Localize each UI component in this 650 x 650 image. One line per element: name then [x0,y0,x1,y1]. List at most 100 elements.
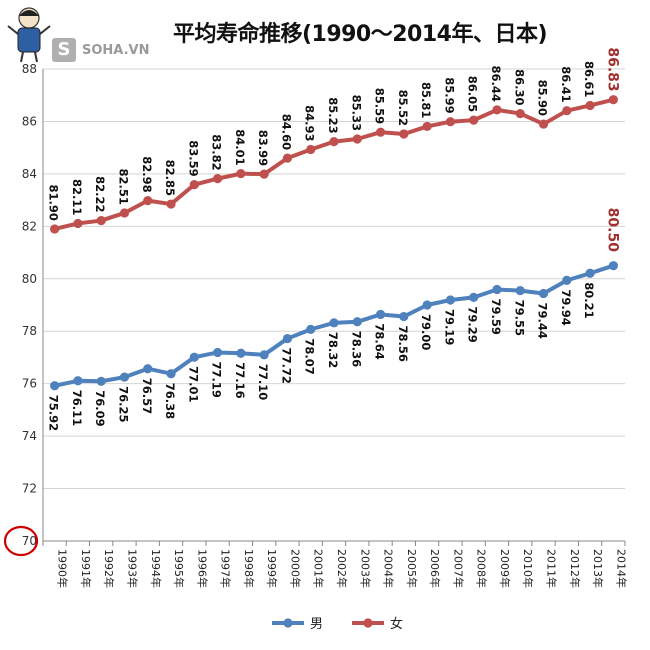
data-label: 81.90 [47,185,61,221]
data-point [585,268,595,278]
data-point [538,288,549,299]
data-label: 77.01 [186,366,200,402]
data-label: 85.33 [349,95,363,131]
x-tick-label: 2008年 [475,549,489,588]
data-label: 79.29 [466,306,480,342]
data-label: 86.05 [466,76,480,112]
data-label: 85.99 [442,77,456,113]
data-point [236,169,246,179]
data-point [73,218,83,229]
data-point [608,95,618,105]
data-point [213,347,223,358]
x-tick-label: 1993年 [125,549,139,588]
data-point [50,381,60,391]
data-label: 85.90 [536,80,550,116]
data-label: 78.36 [349,331,363,367]
data-label: 85.59 [373,88,387,124]
data-point [96,215,106,226]
x-tick-label: 1991年 [79,549,93,588]
data-point [259,169,269,179]
data-point [375,309,386,320]
y-tick-labels: 70 72 74 76 78 80 82 84 86 88 [22,62,37,548]
data-point [492,105,502,115]
data-label: 76.09 [93,390,107,426]
data-point [189,352,199,362]
x-tick-label: 1990年 [56,549,70,588]
highlight-circle [3,525,39,557]
x-tick-label: 2013年 [591,549,605,588]
data-point [538,119,549,129]
x-tick-label: 2001年 [312,549,326,588]
x-tick-label: 2009年 [498,549,512,588]
data-point [166,369,176,379]
data-label: 79.59 [489,299,503,335]
data-point [259,350,269,360]
data-label: 77.10 [256,364,270,400]
data-label: 75.92 [47,395,61,431]
y-tick-label: 84 [22,167,37,181]
data-point [469,115,479,125]
data-point [352,317,362,327]
x-tick-label: 2014年 [614,549,628,588]
x-tick-label: 1999年 [265,549,279,588]
data-point [143,196,153,206]
data-label: 79.94 [559,289,573,325]
data-point [469,292,479,302]
data-label: 78.64 [373,323,387,359]
x-tick-label: 1994年 [149,549,163,588]
data-label: 84.93 [303,105,317,141]
y-tick-label: 76 [22,377,37,391]
data-label: 84.60 [279,114,293,150]
data-point [282,153,293,163]
data-point [73,376,83,386]
x-tick-label: 2005年 [405,549,419,588]
data-label: 82.98 [140,156,154,192]
data-label: 77.19 [210,361,224,397]
x-tick-labels: 1990年 1991年 1992年 1993年 1994年 1995年 1996年 1997年… [56,549,629,588]
data-label: 82.51 [116,169,130,205]
data-point [96,376,106,386]
data-point [422,121,432,132]
data-label: 78.56 [396,326,410,362]
y-tick-label: 88 [22,62,37,76]
data-label: 84.01 [233,129,247,165]
data-label: 82.85 [163,160,177,196]
y-tick-label: 74 [22,429,37,443]
legend-swatch-marker [283,618,293,628]
x-tick-label: 1996年 [195,549,209,588]
soha-logo-icon: S [52,38,76,62]
grid-lines [43,68,625,490]
data-label: 86.30 [512,69,526,105]
data-point [375,127,386,137]
data-point [399,129,409,139]
soha-watermark: S SOHA.VN [52,38,172,62]
data-point [585,100,595,111]
data-label: 85.81 [419,82,433,118]
data-label: 79.44 [536,302,550,338]
data-point [399,311,409,322]
data-point [306,324,316,334]
x-tick-label: 2011年 [545,549,559,588]
data-point [236,348,246,358]
data-point [608,261,618,271]
data-point [422,300,432,310]
data-point [143,364,153,374]
x-tick-label: 2012年 [568,549,582,588]
data-point [282,333,293,344]
x-tick-label: 1995年 [172,549,186,588]
data-point [189,180,199,190]
x-tick-label: 1992年 [102,549,116,588]
data-point [306,144,316,155]
data-label: 86.83 [604,47,620,91]
data-label: 77.72 [279,348,293,384]
y-tick-label: 86 [22,114,37,128]
x-tick-label: 2003年 [358,549,372,588]
data-label: 86.44 [489,66,503,102]
x-tick-label: 2004年 [382,549,396,588]
data-label: 76.11 [70,390,84,426]
data-label: 83.59 [186,140,200,176]
annotations [3,525,39,557]
data-label: 82.11 [70,179,84,215]
legend-swatch-marker [363,618,373,628]
y-tick-label: 70 [22,534,37,548]
